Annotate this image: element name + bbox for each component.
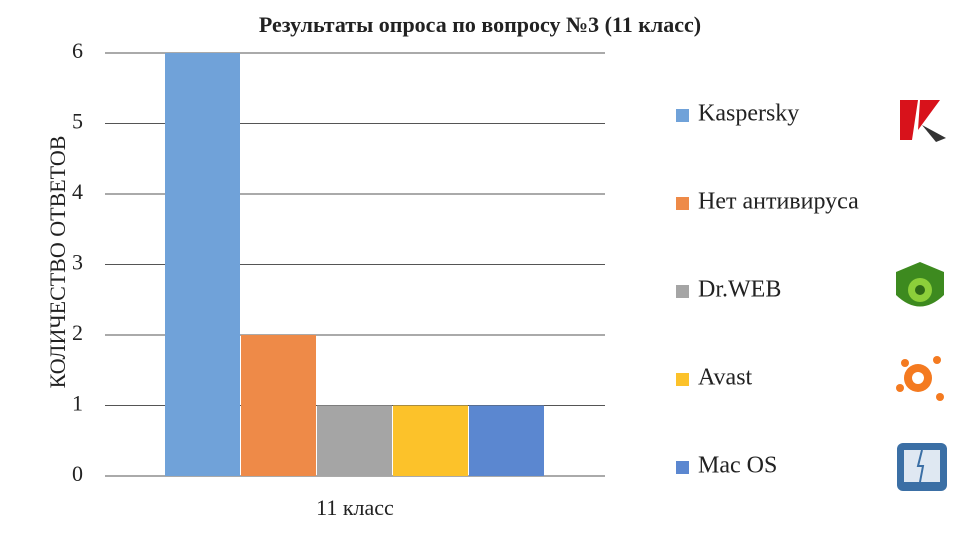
y-tick-label: 3 [72, 250, 83, 275]
y-tick-label: 4 [72, 179, 83, 204]
legend-label: Kaspersky [698, 101, 799, 127]
y-tick-label: 1 [72, 391, 83, 416]
x-tick-label: 11 класс [316, 495, 394, 520]
bar [393, 405, 468, 476]
bar [469, 405, 544, 476]
legend-label: Avast [698, 365, 753, 391]
legend-label: Dr.WEB [698, 277, 781, 303]
avast-icon [896, 356, 944, 401]
y-tick-label: 5 [72, 109, 83, 134]
chart-title: Результаты опроса по вопросу №3 (11 клас… [259, 12, 701, 37]
bar [241, 335, 316, 476]
kaspersky-icon [897, 95, 947, 143]
legend-swatch [676, 197, 689, 210]
y-tick-label: 6 [72, 38, 83, 63]
y-tick-label: 0 [72, 461, 83, 486]
legend-swatch [676, 109, 689, 122]
legend-label: Нет антивируса [698, 189, 859, 215]
legend-icons [896, 95, 947, 491]
legend-swatch [676, 461, 689, 474]
y-tick-label: 2 [72, 320, 83, 345]
bar [317, 405, 392, 476]
legend-swatch [676, 373, 689, 386]
legend-label: Mac OS [698, 453, 777, 479]
y-axis-label: КОЛИЧЕСТВО ОТВЕТОВ [45, 136, 70, 389]
legend-swatch [676, 285, 689, 298]
bar [165, 53, 240, 476]
macos-icon [897, 443, 947, 491]
drweb-icon [896, 262, 944, 307]
